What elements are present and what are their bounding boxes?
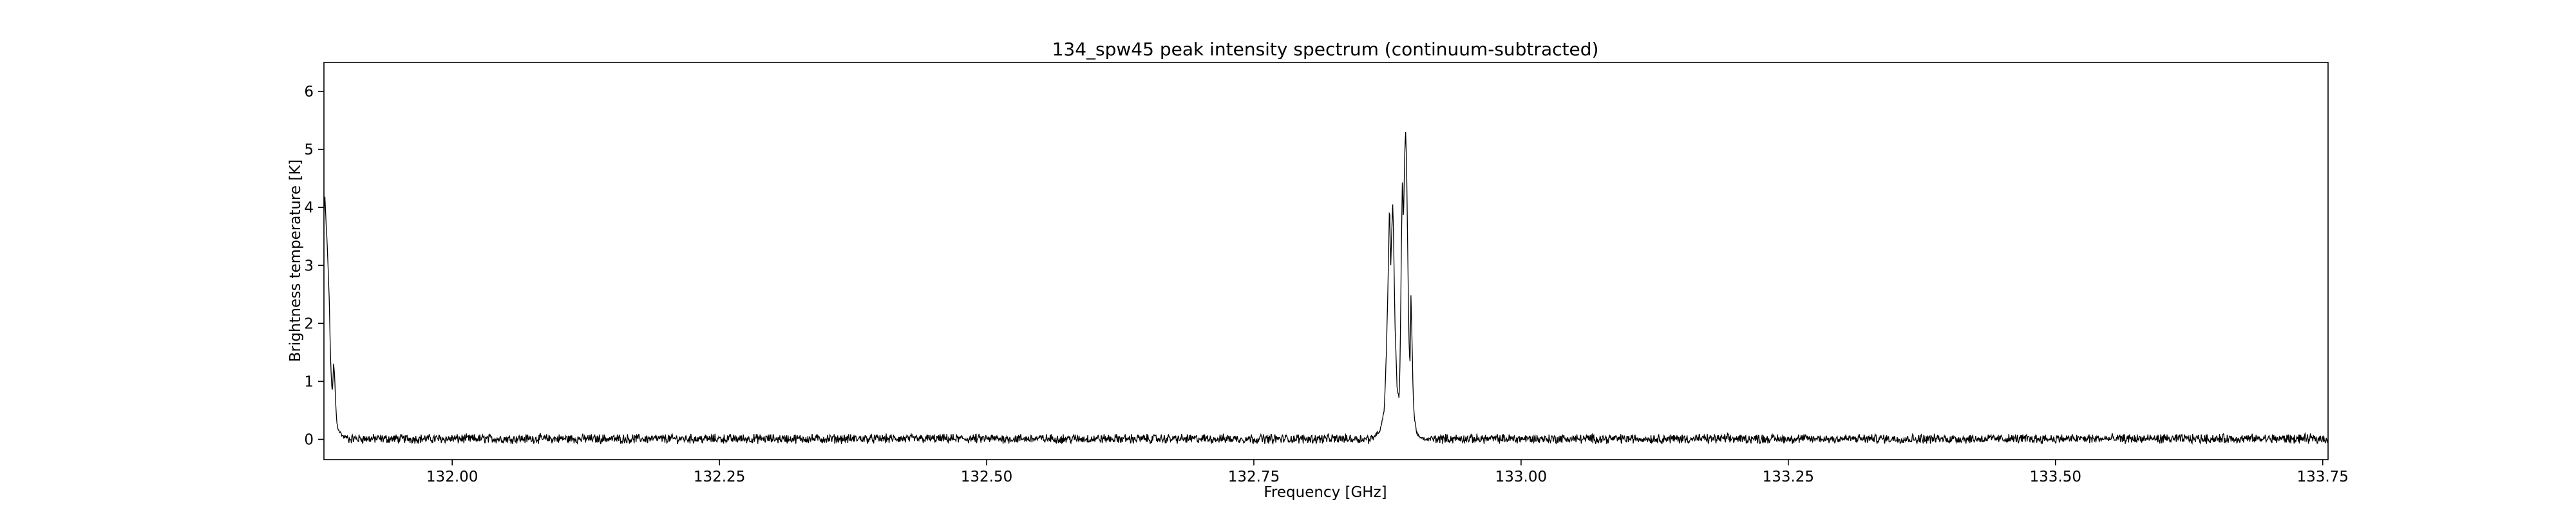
x-tick-label: 133.50: [2030, 469, 2081, 485]
y-tick-label: 1: [304, 373, 314, 390]
y-tick-label: 0: [304, 431, 314, 448]
y-axis: 0 1 2 3 4 5 6: [304, 84, 324, 448]
x-axis-label: Frequency [GHz]: [1264, 484, 1387, 501]
y-axis-label: Brightness temperature [K]: [287, 160, 304, 362]
y-tick-label: 2: [304, 315, 314, 332]
plot-frame: [323, 62, 2329, 460]
y-tick-label: 3: [304, 258, 314, 274]
x-tick-label: 132.25: [694, 469, 745, 485]
y-tick-label: 6: [304, 84, 314, 100]
chart-title: 134_spw45 peak intensity spectrum (conti…: [1052, 39, 1599, 60]
y-tick-label: 5: [304, 142, 314, 158]
y-tick-label: 4: [304, 200, 314, 216]
x-tick-label: 132.75: [1228, 469, 1280, 485]
x-tick-label: 133.25: [1763, 469, 1814, 485]
x-axis: 132.00 132.25 132.50 132.75 133.00 133.25 133.…: [426, 460, 2349, 485]
x-tick-label: 133.00: [1495, 469, 1547, 485]
x-tick-label: 133.75: [2297, 469, 2348, 485]
x-tick-label: 132.00: [426, 469, 478, 485]
spectrum-line: [324, 132, 2328, 445]
x-tick-label: 132.50: [961, 469, 1012, 485]
